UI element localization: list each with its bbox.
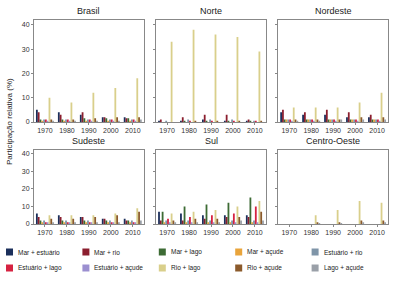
svg-text:1970: 1970 <box>159 127 175 134</box>
svg-text:1990: 1990 <box>203 229 219 236</box>
svg-text:2010: 2010 <box>125 127 141 134</box>
svg-text:10: 10 <box>22 94 30 101</box>
svg-text:40: 40 <box>22 21 30 28</box>
svg-text:20: 20 <box>22 70 30 77</box>
svg-text:10: 10 <box>22 203 30 210</box>
svg-text:1980: 1980 <box>303 127 319 134</box>
svg-text:1990: 1990 <box>81 127 97 134</box>
svg-text:Mar + estuário: Mar + estuário <box>18 249 60 256</box>
svg-text:2000: 2000 <box>103 229 119 236</box>
svg-text:1990: 1990 <box>325 127 341 134</box>
svg-text:2010: 2010 <box>247 127 263 134</box>
svg-text:Mar + rio: Mar + rio <box>94 249 120 256</box>
svg-text:1980: 1980 <box>59 229 75 236</box>
svg-text:Nordeste: Nordeste <box>315 6 352 16</box>
svg-text:Norte: Norte <box>200 6 222 16</box>
svg-text:Mar + lago: Mar + lago <box>171 248 202 256</box>
svg-text:Rio + lago: Rio + lago <box>171 264 201 272</box>
svg-text:2010: 2010 <box>247 229 263 236</box>
svg-text:1970: 1970 <box>281 229 297 236</box>
svg-text:1990: 1990 <box>81 229 97 236</box>
svg-text:2000: 2000 <box>347 229 363 236</box>
svg-text:1980: 1980 <box>181 229 197 236</box>
svg-text:Estuário + açude: Estuário + açude <box>94 264 143 272</box>
svg-text:40: 40 <box>22 150 30 157</box>
svg-text:Estuário + rio: Estuário + rio <box>324 249 363 256</box>
svg-text:Estuário + lago: Estuário + lago <box>18 264 62 272</box>
svg-text:1980: 1980 <box>303 229 319 236</box>
svg-text:1990: 1990 <box>203 127 219 134</box>
svg-text:Rio + açude: Rio + açude <box>247 264 282 272</box>
svg-text:Mar + açude: Mar + açude <box>247 248 284 256</box>
svg-text:30: 30 <box>22 168 30 175</box>
svg-text:0: 0 <box>26 118 30 125</box>
svg-text:20: 20 <box>22 185 30 192</box>
svg-text:Participação relativa (%): Participação relativa (%) <box>5 78 14 165</box>
svg-text:2000: 2000 <box>347 127 363 134</box>
svg-text:Sul: Sul <box>205 136 218 146</box>
svg-text:Sudeste: Sudeste <box>72 136 105 146</box>
svg-text:1970: 1970 <box>37 229 53 236</box>
svg-text:2010: 2010 <box>369 127 385 134</box>
svg-text:1980: 1980 <box>181 127 197 134</box>
svg-text:2010: 2010 <box>369 229 385 236</box>
svg-text:1970: 1970 <box>281 127 297 134</box>
svg-text:1990: 1990 <box>325 229 341 236</box>
svg-text:Lago + açude: Lago + açude <box>324 264 364 272</box>
svg-text:Centro-Oeste: Centro-Oeste <box>306 136 360 146</box>
svg-text:1970: 1970 <box>37 127 53 134</box>
svg-text:2000: 2000 <box>225 127 241 134</box>
svg-text:30: 30 <box>22 46 30 53</box>
svg-text:Brasil: Brasil <box>77 6 100 16</box>
svg-text:0: 0 <box>26 220 30 227</box>
svg-text:2000: 2000 <box>225 229 241 236</box>
svg-text:1970: 1970 <box>159 229 175 236</box>
svg-text:1980: 1980 <box>59 127 75 134</box>
svg-text:2000: 2000 <box>103 127 119 134</box>
svg-text:2010: 2010 <box>125 229 141 236</box>
